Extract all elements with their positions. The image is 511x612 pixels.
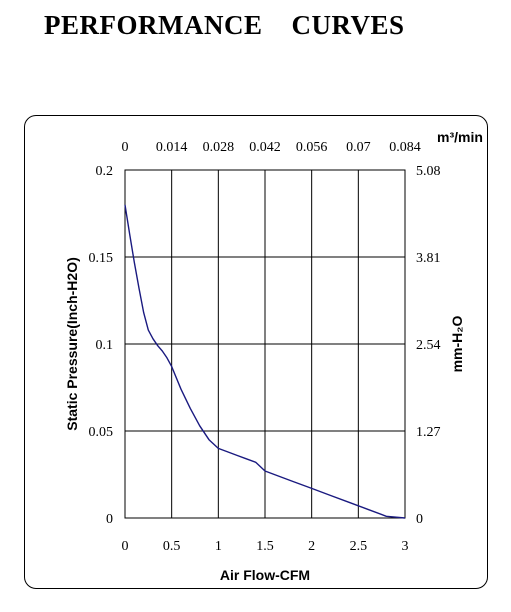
y-tick-label: 0.15 — [89, 251, 114, 266]
x-tick-label: 1.5 — [256, 539, 274, 554]
x-tick-label: 0.5 — [163, 539, 181, 554]
x2-axis-title: m³/min — [437, 129, 483, 145]
y-tick-label: 0.1 — [96, 338, 114, 353]
x-tick-label: 0 — [122, 539, 129, 554]
y-axis-title: Static Pressure(Inch-H2O) — [64, 257, 80, 431]
x-tick-label: 3 — [402, 539, 409, 554]
x-tick-label: 1 — [215, 539, 222, 554]
x2-tick-label: 0.07 — [346, 140, 371, 155]
x2-tick-label: 0.042 — [249, 140, 281, 155]
x2-tick-label: 0.056 — [296, 140, 328, 155]
x-tick-label: 2 — [308, 539, 315, 554]
x-axis-title: Air Flow-CFM — [220, 567, 310, 583]
y2-tick-label: 2.54 — [416, 338, 441, 353]
x2-tick-label: 0.084 — [389, 140, 421, 155]
y-tick-label: 0.2 — [96, 164, 114, 179]
y2-tick-label: 0 — [416, 512, 423, 527]
y2-tick-label: 3.81 — [416, 251, 441, 266]
y2-axis-title: mm-H₂O — [449, 316, 465, 373]
x-tick-label: 2.5 — [350, 539, 368, 554]
y-tick-label: 0.05 — [89, 425, 114, 440]
y-tick-label: 0 — [106, 512, 113, 527]
performance-curve — [124, 204, 406, 519]
y2-tick-label: 5.08 — [416, 164, 441, 179]
y2-tick-label: 1.27 — [416, 425, 441, 440]
chart-frame — [24, 115, 488, 589]
x2-tick-label: 0.014 — [156, 140, 188, 155]
x2-tick-label: 0.028 — [203, 140, 235, 155]
page-title: PERFORMANCE CURVES — [44, 10, 405, 40]
x2-tick-label: 0 — [122, 140, 129, 155]
